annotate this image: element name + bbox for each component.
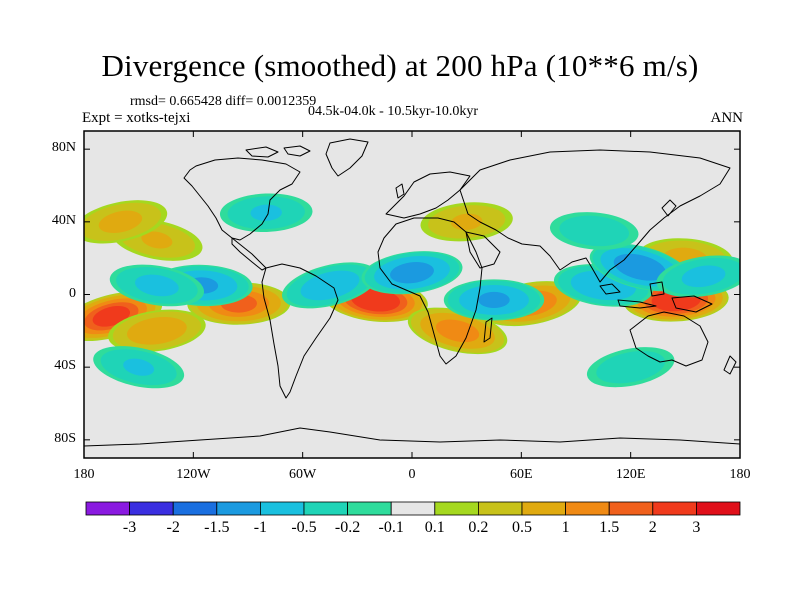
field-feature: [93, 346, 185, 389]
contour-level: [250, 204, 282, 221]
season-label: ANN: [710, 110, 744, 126]
contour-level: [351, 288, 401, 312]
stats-text: rmsd= 0.665428 diff= 0.0012359: [130, 94, 317, 109]
colorbar-label: -0.5: [291, 519, 317, 536]
lon-tick-label: 60W: [289, 467, 317, 482]
lon-tick-label: 180: [729, 467, 751, 482]
contour-level: [390, 262, 434, 284]
colorbar-label: -3: [122, 519, 137, 536]
contour-level: [123, 358, 155, 376]
period-label: 04.5k-04.0k - 10.5kyr-10.0kyr: [308, 104, 479, 119]
colorbar-label: 3: [692, 519, 701, 536]
colorbar-swatch: [216, 501, 261, 516]
colorbar-swatch: [347, 501, 392, 516]
field-feature: [219, 193, 313, 233]
contour-level: [478, 291, 510, 309]
colorbar-swatch: [477, 501, 523, 516]
colorbar-swatch: [521, 501, 566, 516]
lat-tick-label: 40S: [54, 358, 76, 374]
field-feature: [586, 347, 675, 388]
colorbar: [85, 501, 741, 516]
colorbar-swatch: [303, 501, 348, 516]
colorbar-label: 1: [561, 519, 570, 536]
colorbar-swatch: [608, 501, 654, 516]
colorbar-swatch: [85, 501, 130, 516]
contour-level: [127, 317, 187, 345]
coastlines: [84, 138, 740, 447]
axis-ticks: [83, 131, 741, 458]
field-feature: [108, 309, 206, 353]
contour-level: [613, 253, 666, 281]
lon-tick-label: 120W: [176, 467, 211, 482]
colorbar-label: 0.2: [468, 519, 489, 536]
lon-tick-label: 120E: [615, 467, 646, 482]
lat-tick-label: 40N: [51, 212, 76, 228]
field-feature: [443, 279, 545, 321]
field-feature: [656, 255, 740, 298]
contour-level: [141, 231, 173, 249]
contour-level: [435, 319, 480, 343]
colorbar-label: 0.1: [424, 519, 445, 536]
contour-level: [98, 210, 143, 233]
colorbar-swatch: [172, 501, 218, 516]
colorbar-label: -1: [253, 519, 268, 536]
field-feature: [361, 251, 463, 295]
lat-tick-label: 80N: [51, 140, 76, 156]
colorbar-label: -1.5: [204, 519, 230, 536]
colorbar-swatch: [652, 501, 697, 516]
colorbar-label: 0.5: [512, 519, 532, 536]
contour-level: [135, 274, 179, 297]
plot-title: Divergence (smoothed) at 200 hPa (10**6 …: [101, 48, 699, 83]
contour-level: [596, 351, 666, 384]
colorbar-swatch: [129, 501, 174, 516]
field-feature: [84, 200, 168, 244]
colorbar-swatch: [390, 501, 436, 516]
experiment-label: Expt = xotks-tejxi: [82, 110, 191, 126]
contour-level: [681, 265, 726, 288]
colorbar-swatch: [434, 501, 479, 516]
field-feature: [109, 264, 205, 307]
colorbar-swatch: [565, 501, 610, 516]
lat-tick-label: 0: [69, 285, 76, 301]
lon-tick-label: 180: [73, 467, 95, 482]
lon-tick-label: 60E: [510, 467, 533, 482]
colorbar-swatch: [259, 501, 305, 516]
colorbar-swatch: [696, 501, 741, 516]
lon-tick-label: 0: [408, 467, 416, 482]
colorbar-label: 2: [648, 519, 657, 536]
colorbar-label: -0.2: [334, 519, 361, 536]
field-feature: [549, 212, 639, 250]
contour-level: [559, 215, 630, 247]
colorbar-label: -2: [166, 519, 180, 536]
lat-tick-label: 80S: [54, 430, 76, 446]
colorbar-label: 1.5: [599, 519, 620, 536]
colorbar-label: -0.1: [378, 519, 404, 536]
